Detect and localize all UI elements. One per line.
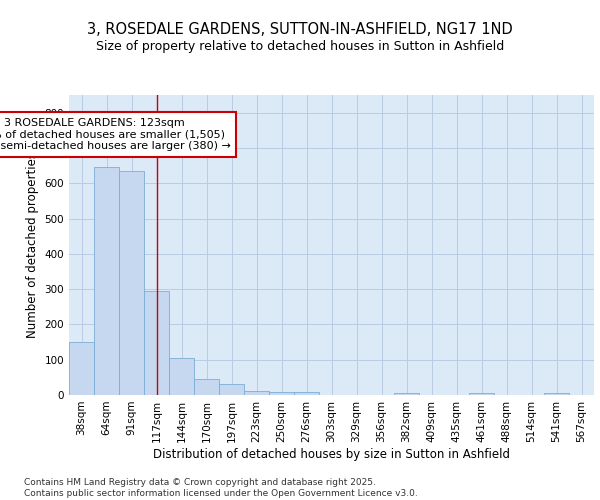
Text: 3 ROSEDALE GARDENS: 123sqm
← 79% of detached houses are smaller (1,505)
20% of s: 3 ROSEDALE GARDENS: 123sqm ← 79% of deta… <box>0 118 230 151</box>
Bar <box>119 171 144 395</box>
Bar <box>469 392 494 395</box>
Bar <box>69 342 94 395</box>
Bar <box>219 384 244 395</box>
Text: Contains HM Land Registry data © Crown copyright and database right 2025.
Contai: Contains HM Land Registry data © Crown c… <box>24 478 418 498</box>
Bar <box>294 392 319 395</box>
Bar <box>144 291 169 395</box>
Text: Size of property relative to detached houses in Sutton in Ashfield: Size of property relative to detached ho… <box>96 40 504 53</box>
Bar <box>94 168 119 395</box>
Text: 3, ROSEDALE GARDENS, SUTTON-IN-ASHFIELD, NG17 1ND: 3, ROSEDALE GARDENS, SUTTON-IN-ASHFIELD,… <box>87 22 513 38</box>
Bar <box>269 392 294 395</box>
Bar <box>544 392 569 395</box>
Y-axis label: Number of detached properties: Number of detached properties <box>26 152 39 338</box>
X-axis label: Distribution of detached houses by size in Sutton in Ashfield: Distribution of detached houses by size … <box>153 448 510 460</box>
Bar <box>194 379 219 395</box>
Bar <box>169 358 194 395</box>
Bar <box>244 391 269 395</box>
Bar <box>394 393 419 395</box>
